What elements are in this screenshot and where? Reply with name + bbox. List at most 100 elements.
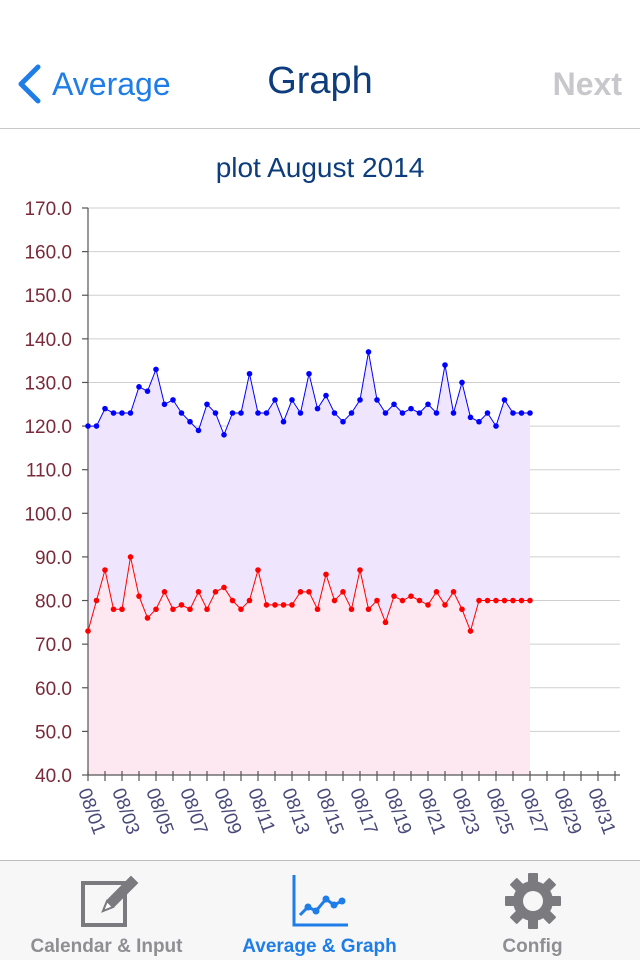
systolic-point [161, 401, 168, 408]
diastolic-point [170, 606, 176, 613]
systolic-point [289, 397, 295, 403]
systolic-point [110, 410, 117, 416]
systolic-point [187, 418, 193, 425]
diastolic-point [425, 602, 431, 608]
x-tick-label: 08/07 [175, 786, 211, 838]
diastolic-point [136, 593, 142, 599]
x-tick-label: 08/17 [345, 786, 381, 838]
diastolic-point [433, 589, 440, 595]
systolic-point [518, 410, 525, 416]
page-title: Graph [267, 60, 373, 102]
systolic-point [195, 427, 202, 434]
calendar-edit-icon [80, 875, 138, 927]
systolic-point [450, 410, 457, 416]
y-tick-label: 130.0 [24, 373, 72, 394]
diastolic-point [365, 606, 372, 613]
diastolic-point [442, 602, 448, 608]
diastolic-point [221, 584, 227, 591]
systolic-point [119, 410, 125, 416]
systolic-point [246, 370, 253, 377]
graph-icon [292, 875, 348, 927]
systolic-point [178, 410, 185, 416]
x-tick-label: 08/13 [277, 786, 313, 838]
diastolic-point [416, 597, 423, 604]
diastolic-point [229, 597, 236, 604]
tab-label: Average & Graph [242, 936, 397, 957]
tab-label: Config [502, 936, 563, 957]
systolic-point [484, 410, 491, 416]
diastolic-point [391, 593, 397, 599]
tab-average-graph[interactable]: Average & Graph [213, 861, 426, 960]
y-tick-label: 160.0 [24, 243, 72, 264]
systolic-point [93, 423, 100, 429]
systolic-point [416, 410, 423, 416]
systolic-point [85, 423, 91, 429]
diastolic-point [161, 589, 168, 595]
systolic-point [399, 410, 406, 416]
diastolic-point [382, 619, 389, 626]
x-tick-label: 08/05 [141, 786, 177, 838]
x-tick-label: 08/31 [583, 786, 619, 838]
diastolic-point [408, 593, 414, 599]
systolic-point [204, 401, 210, 408]
systolic-point [408, 405, 414, 412]
systolic-point [331, 410, 338, 416]
x-tick-label: 08/25 [481, 786, 517, 838]
systolic-point [459, 379, 465, 386]
systolic-point [510, 410, 516, 416]
systolic-point [314, 405, 321, 412]
x-tick-label: 08/21 [413, 786, 449, 838]
diastolic-point [450, 589, 457, 595]
back-button-label: Average [52, 65, 171, 102]
diastolic-point [204, 606, 210, 613]
diastolic-point [153, 606, 159, 613]
diastolic-point [493, 597, 499, 604]
systolic-point [153, 366, 159, 373]
x-tick-label: 08/23 [447, 786, 483, 838]
y-tick-label: 90.0 [35, 548, 72, 569]
systolic-point [272, 397, 278, 403]
systolic-point [476, 418, 482, 425]
navigation-bar: Average Graph Next [0, 0, 640, 129]
systolic-point [442, 362, 448, 368]
systolic-point [263, 410, 270, 416]
diastolic-point [357, 567, 363, 573]
systolic-point [229, 410, 236, 416]
systolic-point [365, 349, 372, 355]
systolic-point [425, 401, 431, 408]
diastolic-point [501, 597, 508, 604]
diastolic-point [306, 589, 312, 595]
x-tick-label: 08/29 [549, 786, 585, 838]
diastolic-point [85, 628, 91, 634]
systolic-point [527, 410, 533, 416]
diastolic-point [467, 628, 474, 634]
diastolic-point [119, 606, 125, 613]
diastolic-point [476, 597, 482, 604]
tab-bar: Calendar & Input Average & Graph [0, 860, 640, 960]
diastolic-point [399, 597, 406, 604]
systolic-point [382, 410, 389, 416]
gear-icon [504, 873, 561, 929]
tab-config[interactable]: Config [426, 861, 639, 960]
y-tick-label: 50.0 [35, 722, 72, 743]
diastolic-point [238, 606, 244, 613]
diastolic-point [255, 567, 261, 573]
diastolic-point [374, 597, 380, 604]
diastolic-point [272, 602, 278, 608]
diastolic-area [88, 556, 530, 775]
next-button[interactable]: Next [552, 66, 622, 102]
x-tick-label: 08/09 [209, 786, 245, 838]
back-button[interactable]: Average [14, 58, 171, 110]
diastolic-point [297, 589, 304, 595]
systolic-point [102, 405, 108, 412]
systolic-point [280, 418, 287, 425]
diastolic-point [518, 597, 525, 604]
systolic-point [306, 370, 312, 377]
tab-calendar-input[interactable]: Calendar & Input [0, 861, 213, 960]
y-tick-label: 80.0 [35, 592, 72, 613]
chart-title: plot August 2014 [215, 152, 425, 183]
diastolic-point [323, 571, 329, 578]
diastolic-point [289, 602, 295, 608]
systolic-point [170, 397, 176, 403]
systolic-point [348, 410, 355, 416]
